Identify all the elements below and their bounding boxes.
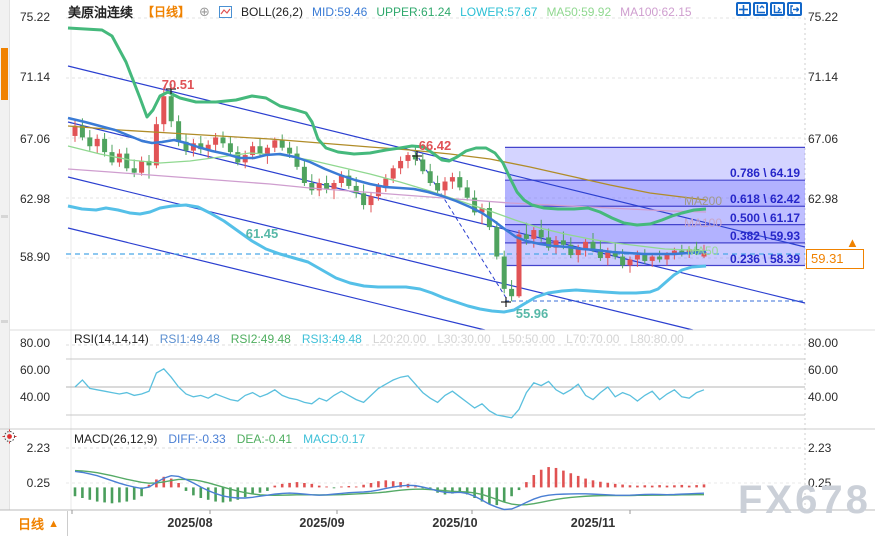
- rsi1-value: RSI1:49.48: [159, 332, 220, 346]
- macd-axis-label: 2.23: [808, 441, 832, 455]
- scrollbar-mark: [1, 320, 8, 323]
- rsi-axis-label: 60.00: [19, 363, 50, 377]
- boll-mid-value: MID:59.46: [311, 4, 368, 19]
- boll-upper-value: UPPER:61.24: [376, 4, 452, 19]
- fib-level-label[interactable]: 0.500 \ 61.17: [729, 211, 800, 225]
- macd-dea-value: DEA:-0.41: [236, 432, 293, 446]
- left-scrollbar-track[interactable]: [0, 0, 10, 510]
- scale-y-axis-icon[interactable]: [753, 2, 768, 16]
- rsi-axis-label: 60.00: [808, 363, 839, 377]
- price-axis-label: 67.06: [19, 132, 50, 146]
- swing-low-annotation[interactable]: 55.96: [515, 306, 549, 321]
- fib-level-label[interactable]: 0.236 \ 58.39: [729, 252, 800, 266]
- rsi2-value: RSI2:49.48: [230, 332, 291, 346]
- ma200-line-label: MA200: [684, 194, 723, 208]
- macd-histogram: [73, 467, 706, 506]
- macd-axis-label: 2.23: [26, 441, 50, 455]
- macd-dea-line: [74, 469, 704, 506]
- price-axis-label: 58.90: [19, 250, 50, 264]
- time-axis-label: 2025/10: [432, 516, 478, 530]
- expand-circle-icon[interactable]: ⊕: [199, 3, 210, 19]
- macd-hist-value: MACD:0.17: [303, 432, 366, 446]
- swing-low-annotation[interactable]: 61.45: [245, 226, 279, 241]
- price-axis-label: 75.22: [808, 10, 839, 24]
- ma100-value: MA100:62.15: [620, 4, 692, 19]
- macd-title[interactable]: MACD(26,12,9): [74, 432, 158, 446]
- chart-header: 美原油连续 【日线】 ⊕ BOLL(26,2) MID:59.46 UPPER:…: [68, 2, 692, 21]
- watermark: FX678: [738, 478, 871, 522]
- price-axis-label: 75.22: [19, 10, 50, 24]
- ma50-line-label: MA50: [687, 244, 719, 258]
- price-axis-label: 71.14: [808, 70, 839, 84]
- rsi-header: RSI(14,14,14) RSI1:49.48 RSI2:49.48 RSI3…: [74, 332, 684, 346]
- crosshair-icon[interactable]: [736, 2, 751, 16]
- price-axis-label: 67.06: [808, 132, 839, 146]
- ma100-line-label: MA100: [684, 216, 723, 230]
- time-axis-label: 2025/11: [570, 516, 616, 530]
- boll-lower-value: LOWER:57.67: [460, 4, 538, 19]
- macd-diff-line: [74, 470, 705, 511]
- rsi-axis-label: 80.00: [19, 336, 50, 350]
- rsi3-value: RSI3:49.48: [301, 332, 362, 346]
- rsi-l80: L80:80.00: [630, 332, 684, 346]
- price-axis-label: 62.98: [19, 192, 50, 206]
- period-tab-label: 日线: [18, 517, 45, 532]
- rsi-l50: L50:50.00: [501, 332, 556, 346]
- alert-burst-icon[interactable]: [2, 429, 17, 444]
- rsi-axis-label: 40.00: [808, 390, 839, 404]
- overlay-lines-layer: [67, 26, 707, 314]
- rsi-line: [74, 367, 705, 419]
- rsi-l20: L20:20.00: [372, 332, 427, 346]
- left-scrollbar-thumb[interactable]: [1, 48, 8, 100]
- indicator-name[interactable]: BOLL(26,2): [240, 4, 303, 19]
- time-axis-label: 2025/08: [167, 516, 213, 530]
- price-axis-label: 62.98: [808, 192, 839, 206]
- macd-axis-label: 0.25: [808, 476, 832, 490]
- rsi-axis-label: 80.00: [808, 336, 839, 350]
- macd-axis-label: 0.25: [26, 476, 50, 490]
- fib-level-label[interactable]: 0.786 \ 64.19: [729, 166, 800, 180]
- tab-up-arrow-icon: ▲: [48, 517, 59, 530]
- swing-high-annotation[interactable]: 70.51: [161, 77, 195, 92]
- scale-x-axis-icon[interactable]: [770, 2, 785, 16]
- fib-level-label[interactable]: 0.382 \ 59.93: [729, 229, 800, 243]
- mini-chart-icon[interactable]: [218, 5, 232, 18]
- fib-level-label[interactable]: 0.618 \ 62.42: [729, 192, 800, 206]
- price-axis-label: 71.14: [19, 70, 50, 84]
- period-badge[interactable]: 【日线】: [142, 5, 191, 19]
- rsi-title[interactable]: RSI(14,14,14): [74, 332, 149, 346]
- rsi-l30: L30:30.00: [437, 332, 491, 346]
- current-price-tag: 59.31: [806, 249, 864, 269]
- time-axis-label: 2025/09: [299, 516, 345, 530]
- price-up-arrow-icon: ▲: [846, 235, 859, 250]
- rsi-axis-label: 40.00: [19, 390, 50, 404]
- period-tab-daily[interactable]: 日线 ▲: [10, 511, 68, 536]
- macd-diff-value: DIFF:-0.33: [168, 432, 226, 446]
- swing-high-annotation[interactable]: 66.42: [418, 138, 452, 153]
- symbol-name: 美原油连续: [68, 5, 134, 20]
- macd-header: MACD(26,12,9) DIFF:-0.33 DEA:-0.41 MACD:…: [74, 432, 365, 446]
- chart-toolbar: [736, 2, 802, 16]
- exit-fullscreen-icon[interactable]: [787, 2, 802, 16]
- ma50-value: MA50:59.92: [546, 4, 612, 19]
- scrollbar-mark: [1, 215, 8, 218]
- rsi-l70: L70:70.00: [566, 332, 620, 346]
